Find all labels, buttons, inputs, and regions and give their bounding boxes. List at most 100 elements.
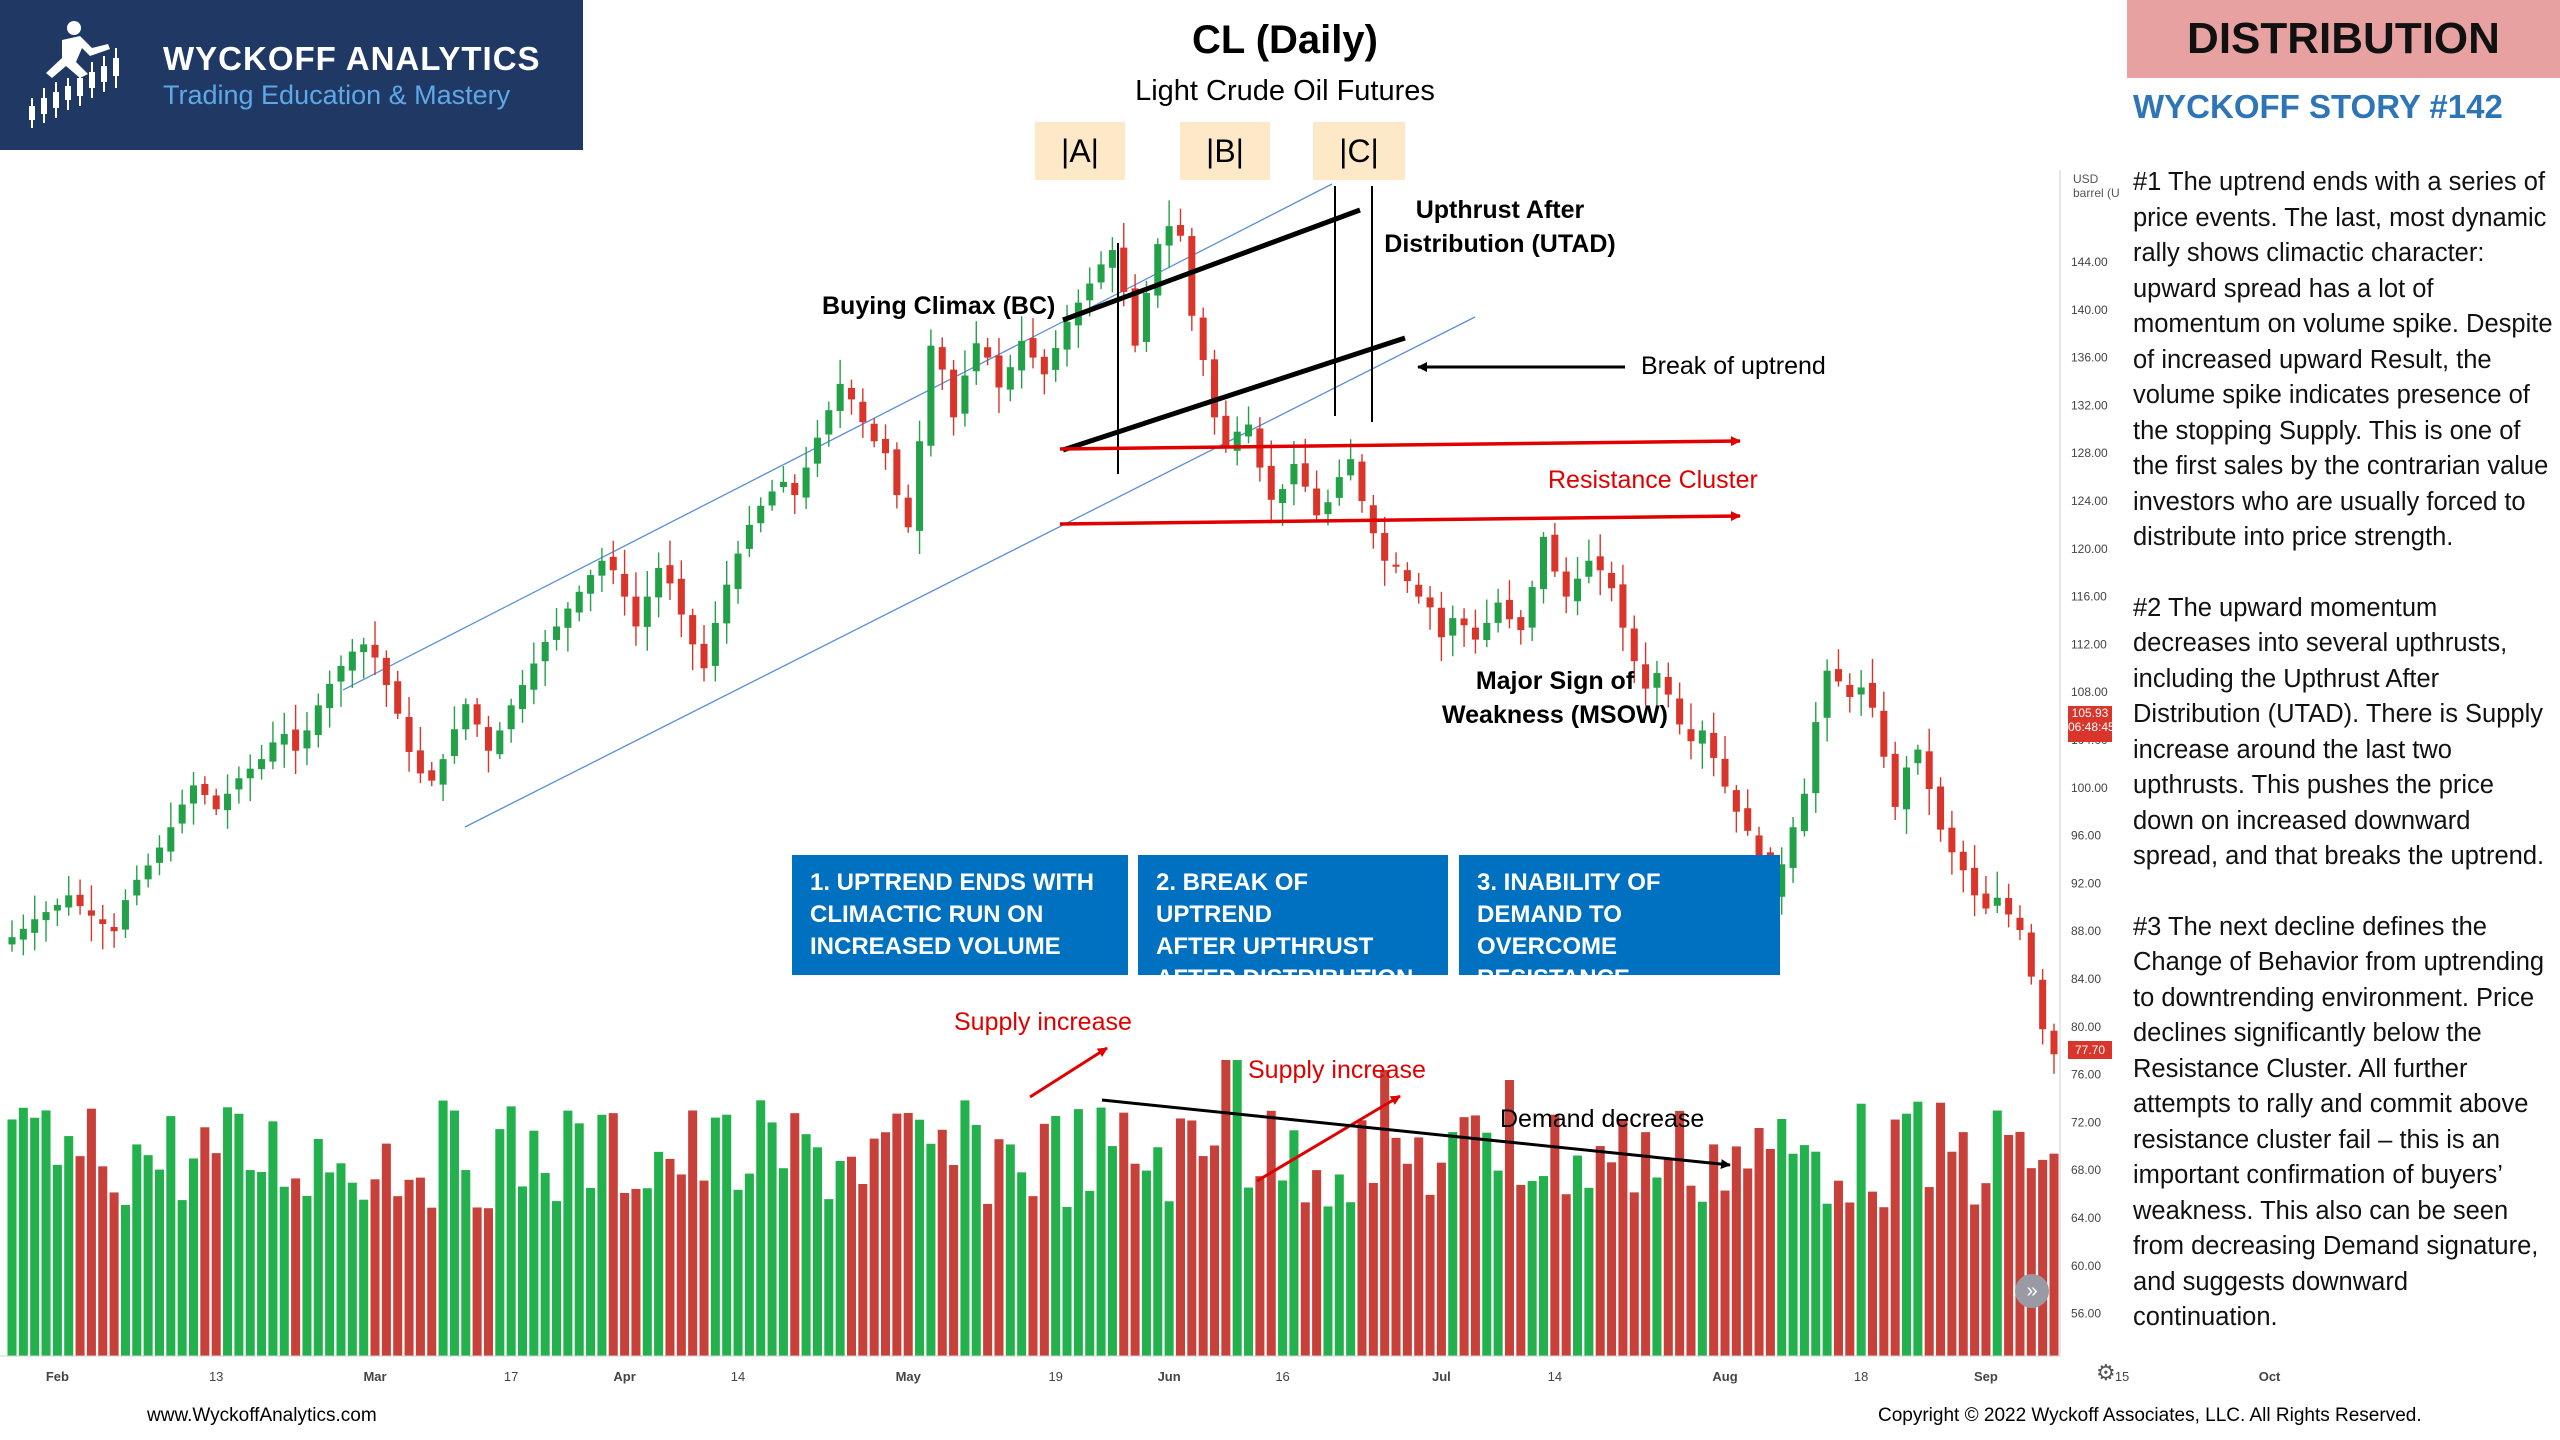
volume-bar [1516, 1184, 1526, 1356]
volume-bar [1073, 1109, 1083, 1356]
annotation-lines [1029, 186, 1741, 1183]
candle-body [916, 441, 924, 531]
candle-body [1914, 749, 1922, 764]
channel-lower-line [464, 316, 1476, 828]
volume-bar [1936, 1102, 1946, 1356]
volume-bar [1402, 1163, 1412, 1356]
candle-body [1120, 247, 1128, 292]
candle-body [813, 437, 821, 464]
candle-body [507, 705, 515, 730]
y-tick-label: 88.00 [2071, 924, 2101, 938]
volume-bar [483, 1208, 493, 1356]
candle-body [1381, 532, 1389, 561]
volume-bar [733, 1189, 743, 1356]
volume-bar [1357, 1120, 1367, 1356]
y-tick-label: 80.00 [2071, 1020, 2101, 1034]
chart-subtitle: Light Crude Oil Futures [1135, 75, 1435, 107]
candle-body [1653, 673, 1661, 688]
volume-bar [154, 1169, 164, 1356]
candle-body [995, 355, 1003, 388]
candle-body [76, 894, 84, 907]
volume-bar [1425, 1194, 1435, 1356]
supply-increase-arrow-1 [1029, 1046, 1108, 1099]
candle-body [1086, 283, 1094, 301]
msow-label-line2: Weakness (MSOW) [1442, 701, 1668, 729]
volume-bar [790, 1113, 800, 1356]
volume-bar [1504, 1080, 1514, 1356]
candle-body [1608, 572, 1616, 589]
candle-body [1006, 367, 1014, 390]
volume-bar [41, 1110, 51, 1356]
volume-bar [631, 1188, 641, 1356]
candle-body [598, 560, 606, 576]
candle-body [1664, 676, 1672, 695]
candle-body [189, 785, 198, 804]
volume-bar [98, 1166, 108, 1356]
volume-bar [960, 1100, 970, 1356]
volume-bar [1879, 1207, 1889, 1356]
candle-body [1097, 264, 1105, 283]
story-text: #1 The uptrend ends with a series of pri… [2133, 165, 2553, 1371]
msow-label-line1: Major Sign of [1475, 667, 1635, 695]
y-tick-label: 144.00 [2071, 255, 2108, 269]
volume-bar [1743, 1168, 1753, 1356]
volume-bar [177, 1200, 187, 1356]
candle-body [689, 615, 697, 645]
supply-increase-arrow-2 [1256, 1094, 1401, 1183]
x-tick-label: 17 [504, 1369, 518, 1384]
volume-bar [767, 1122, 777, 1356]
volume-bar [495, 1129, 505, 1356]
candle-body [587, 575, 595, 594]
candle-body [1778, 864, 1786, 897]
volume-bar [2015, 1131, 2025, 1356]
candle-body [382, 657, 390, 686]
x-tick-label: Apr [613, 1369, 635, 1384]
candle-body [1959, 851, 1967, 871]
candle-body [1755, 835, 1763, 858]
volume-bar [1482, 1132, 1492, 1356]
candle-body [280, 734, 288, 745]
volume-bar [1607, 1162, 1617, 1356]
volume-bar [620, 1192, 630, 1356]
candle-body [927, 345, 935, 446]
candle-body [1199, 317, 1207, 360]
y-tick-label: 60.00 [2071, 1259, 2101, 1273]
candle-body [360, 644, 368, 653]
volume-bar [1323, 1206, 1333, 1356]
volume-bar [1028, 1196, 1038, 1356]
summary-box-1-line2: CLIMACTIC RUN ON [810, 901, 1044, 928]
candle-body [292, 729, 300, 751]
candle-body [1551, 534, 1559, 572]
volume-bar [756, 1100, 766, 1356]
candle-body [326, 683, 334, 709]
volume-bar [937, 1129, 947, 1356]
bc-label: Buying Climax (BC) [822, 292, 1056, 320]
chart-settings-gear-icon[interactable]: ⚙ [2096, 1360, 2116, 1385]
resistance-cluster-label: Resistance Cluster [1548, 466, 1758, 494]
volume-bar [1720, 1190, 1730, 1356]
volume-bar [1051, 1116, 1061, 1356]
volume-bar [1107, 1146, 1117, 1356]
candle-body [870, 423, 878, 442]
volume-bar [1527, 1181, 1537, 1356]
candle-body [496, 730, 504, 755]
candle-body [1494, 602, 1502, 623]
scroll-to-realtime-button[interactable]: » [2015, 1274, 2049, 1308]
candle-body [65, 895, 73, 908]
volume-bar [1652, 1177, 1662, 1356]
volume-bar [1663, 1158, 1673, 1356]
candle-body [1642, 664, 1650, 689]
channel-upper-line [342, 183, 1333, 691]
candle-body [1800, 793, 1808, 832]
candle-body [802, 467, 810, 498]
volume-bar [1141, 1170, 1151, 1356]
volume-bar [1992, 1110, 2002, 1356]
supply-increase-label-1: Supply increase [954, 1008, 1132, 1036]
volume-bar [517, 1186, 528, 1356]
candle-body [564, 608, 572, 628]
candle-body [155, 847, 163, 863]
volume-bar [1856, 1103, 1866, 1356]
volume-bar [291, 1178, 301, 1356]
candle-body [1539, 536, 1548, 590]
candle-body [882, 438, 890, 454]
